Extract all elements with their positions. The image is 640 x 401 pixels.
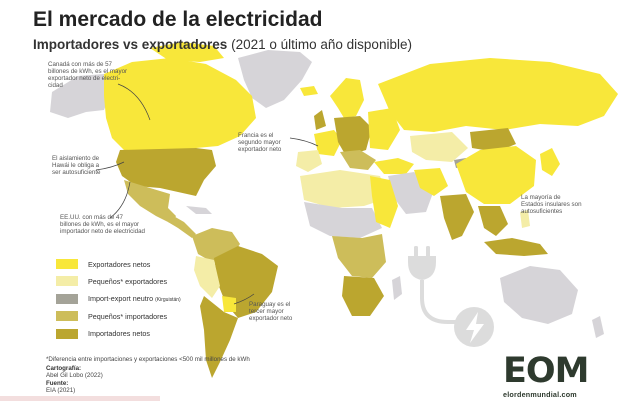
mexico xyxy=(124,180,176,224)
iberia xyxy=(296,150,322,172)
alaska xyxy=(50,74,112,118)
italy-balkans xyxy=(340,150,376,170)
legend-item: Exportadores netos xyxy=(56,258,181,270)
leader-francia xyxy=(289,137,319,147)
central-africa xyxy=(332,234,386,278)
legend-label: Pequeños* exportadores xyxy=(88,276,168,286)
legend-swatch xyxy=(56,293,78,304)
india xyxy=(440,194,474,240)
bottom-bar xyxy=(0,396,160,401)
legend-item: Pequeños* exportadores xyxy=(56,275,181,287)
greenland xyxy=(238,50,312,108)
legend-item: Pequeños* importadores xyxy=(56,310,181,322)
paraguay xyxy=(222,296,236,312)
philippines xyxy=(520,210,530,228)
usa xyxy=(116,148,216,196)
legend: Exportadores netos Pequeños* exportadore… xyxy=(56,258,181,345)
annotation-canada: Canadá con más de 57 billones de kWh, es… xyxy=(48,61,128,89)
page-title: El mercado de la electricidad xyxy=(33,8,323,31)
subtitle-main: Importadores vs exportadores xyxy=(33,37,228,52)
cartografia-label: Cartografía: xyxy=(46,365,82,372)
footnote: *Diferencia entre importaciones y export… xyxy=(46,356,250,363)
leader-paraguay xyxy=(233,293,255,305)
legend-label: Pequeños* importadores xyxy=(88,311,168,321)
subtitle-paren: (2021 o último año disponible) xyxy=(231,37,412,52)
indonesia xyxy=(484,238,548,256)
uk xyxy=(314,110,326,130)
peru-bolivia xyxy=(194,256,220,298)
eom-logo: EOM elordenmundial.com xyxy=(503,351,589,400)
madagascar xyxy=(392,276,402,300)
canada xyxy=(104,58,256,152)
southern-africa xyxy=(342,276,384,316)
eastern-europe xyxy=(368,108,400,150)
legend-item: Import-export neutro (Kirguistán) xyxy=(56,293,181,305)
australia xyxy=(500,266,578,324)
credits: Cartografía: Abel Gil Lobo (2022) Fuente… xyxy=(46,365,103,394)
caribbean xyxy=(186,206,212,214)
central-america xyxy=(168,214,196,238)
turkey-caucasus xyxy=(374,158,414,174)
new-zealand xyxy=(592,316,604,338)
central-europe xyxy=(334,116,372,156)
kazakhstan xyxy=(410,132,468,162)
legend-item: Importadores netos xyxy=(56,328,181,340)
annotation-francia: Francia es el segundo mayor exportador n… xyxy=(238,132,282,153)
canada-islands xyxy=(150,42,224,62)
legend-swatch xyxy=(56,311,78,322)
china xyxy=(456,146,536,204)
annotation-insulares: La mayoría de Estados insulares son auto… xyxy=(521,194,582,215)
iran xyxy=(414,168,448,196)
page-subtitle: Importadores vs exportadores (2021 o últ… xyxy=(33,37,412,52)
france xyxy=(314,130,342,156)
logo-subtext: elordenmundial.com xyxy=(503,390,577,399)
lightning-icon xyxy=(454,307,494,347)
iceland xyxy=(300,86,318,96)
leader-eeuu xyxy=(109,181,131,219)
legend-label: Import-export neutro (Kirguistán) xyxy=(88,294,181,304)
egypt-ethiopia xyxy=(370,176,398,228)
legend-label: Exportadores netos xyxy=(88,259,151,269)
leader-canada xyxy=(117,83,151,121)
legend-swatch xyxy=(56,259,78,269)
legend-swatch xyxy=(56,276,78,287)
plug-icon xyxy=(408,246,466,324)
scandinavia xyxy=(330,78,364,118)
cartografia-value: Abel Gil Lobo (2022) xyxy=(46,372,103,380)
southeast-asia xyxy=(478,206,508,236)
sahel xyxy=(304,202,382,238)
legend-label: Importadores netos xyxy=(88,329,150,339)
fuente-value: EIA (2021) xyxy=(46,386,76,394)
annotation-eeuu: EE.UU. con más de 47 billones de kWh, es… xyxy=(60,214,145,235)
legend-swatch xyxy=(56,328,78,339)
leader-hawaii xyxy=(95,161,125,171)
chile-argentina xyxy=(200,296,238,378)
fuente-label: Fuente: xyxy=(46,379,69,387)
annotation-hawaii: El aislamiento de Hawái le obliga a ser … xyxy=(52,155,101,176)
korea-japan xyxy=(540,148,560,176)
logo-text: EOM xyxy=(503,351,589,391)
annotation-paraguay: Paraguay es el tercer mayor exportador n… xyxy=(249,301,293,322)
legend-note: (Kirguistán) xyxy=(155,297,181,304)
north-africa xyxy=(300,170,388,208)
mongolia xyxy=(470,128,516,152)
russia xyxy=(378,58,618,132)
